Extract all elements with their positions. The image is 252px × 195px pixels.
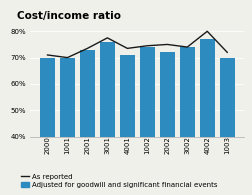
Bar	[60, 58, 75, 195]
Legend: As reported, Adjusted for goodwill and significant financial events: As reported, Adjusted for goodwill and s…	[21, 174, 217, 188]
Bar	[120, 55, 135, 195]
Bar	[160, 52, 175, 195]
Bar	[40, 58, 55, 195]
Bar	[140, 47, 155, 195]
Bar	[200, 39, 215, 195]
Bar	[220, 58, 235, 195]
Bar	[80, 50, 95, 195]
Text: Cost/income ratio: Cost/income ratio	[17, 11, 121, 21]
Bar	[180, 47, 195, 195]
Bar	[100, 42, 115, 195]
